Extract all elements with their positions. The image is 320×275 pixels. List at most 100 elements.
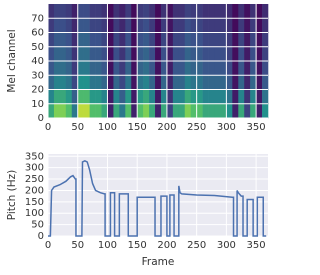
heatmap-cell xyxy=(95,46,102,62)
heatmap-cell xyxy=(107,89,114,105)
heatmap-cell xyxy=(95,32,102,48)
heatmap-cell xyxy=(166,89,174,105)
heatmap-cell xyxy=(155,89,162,105)
heatmap-cell xyxy=(89,32,96,48)
heatmap-cell xyxy=(149,75,156,90)
heatmap-cell xyxy=(196,103,203,119)
heatmap-cell xyxy=(77,46,84,62)
heatmap-cell xyxy=(101,4,108,19)
heatmap-cell xyxy=(131,61,138,76)
heatmap-cell xyxy=(262,61,269,76)
heatmap-cell xyxy=(160,4,168,19)
heatmap-cell xyxy=(125,32,132,48)
heatmap-cell xyxy=(131,103,138,119)
heatmap-cell xyxy=(155,4,162,19)
heatmap-cell xyxy=(166,46,174,62)
heatmap-cell xyxy=(226,61,233,76)
y-tick-label: 30 xyxy=(31,70,44,81)
heatmap-cell xyxy=(119,32,126,48)
heatmap-cell xyxy=(83,32,90,48)
heatmap-cell xyxy=(77,103,84,119)
heatmap-cell xyxy=(220,75,227,90)
heatmap-cell xyxy=(238,18,245,33)
heatmap-cell xyxy=(89,89,96,105)
heatmap-cell xyxy=(59,46,67,62)
heatmap-cell xyxy=(160,75,168,90)
heatmap-cell xyxy=(196,75,203,90)
heatmap-cell xyxy=(214,32,221,48)
heatmap-cell xyxy=(137,32,144,48)
heatmap-cell xyxy=(190,61,197,76)
heatmap-cell xyxy=(48,103,55,119)
heatmap-cell xyxy=(220,46,227,62)
heatmap-cell xyxy=(250,18,257,33)
heatmap-cell xyxy=(107,75,114,90)
heatmap-cell xyxy=(59,61,67,76)
heatmap-cell xyxy=(166,61,174,76)
heatmap-cell xyxy=(77,4,84,19)
heatmap-cell xyxy=(89,75,96,90)
heatmap-cell xyxy=(190,46,197,62)
heatmap-cell xyxy=(149,32,156,48)
heatmap-cell xyxy=(83,61,90,76)
heatmap-cell xyxy=(119,75,126,90)
y-axis-label: Pitch (Hz) xyxy=(6,170,18,221)
heatmap-cell xyxy=(250,89,257,105)
y-tick-label: 150 xyxy=(25,197,44,208)
heatmap-cell xyxy=(220,32,227,48)
heatmap-cell xyxy=(208,75,215,90)
heatmap-cell xyxy=(232,89,239,105)
heatmap-cell xyxy=(232,18,239,33)
heatmap-cell xyxy=(250,75,257,90)
heatmap-cell xyxy=(238,75,245,90)
heatmap-cell xyxy=(89,103,96,119)
heatmap-cell xyxy=(71,18,79,33)
heatmap-cell xyxy=(226,46,233,62)
heatmap-cell xyxy=(214,18,221,33)
heatmap-cell xyxy=(143,61,150,76)
heatmap-cell xyxy=(65,61,73,76)
heatmap-cell xyxy=(71,75,79,90)
heatmap-cell xyxy=(113,18,120,33)
heatmap-cell xyxy=(214,103,221,119)
heatmap-cell xyxy=(149,46,156,62)
heatmap-cell xyxy=(256,75,263,90)
heatmap-cell xyxy=(244,75,251,90)
heatmap-cell xyxy=(256,4,263,19)
heatmap-cell xyxy=(202,103,209,119)
figure: 0 50 100 150 200 250 300 350010203040506070Mel … xyxy=(6,4,269,268)
heatmap-cell xyxy=(119,46,126,62)
heatmap-cell xyxy=(244,4,251,19)
heatmap-cell xyxy=(125,75,132,90)
heatmap-cell xyxy=(250,32,257,48)
heatmap-cell xyxy=(65,75,73,90)
x-tick-label: 100 xyxy=(98,240,117,251)
heatmap-cell xyxy=(65,4,73,19)
y-axis-label: Mel channel xyxy=(6,29,18,92)
heatmap-cell xyxy=(143,4,150,19)
heatmap-cell xyxy=(238,89,245,105)
heatmap-cell xyxy=(59,4,67,19)
heatmap-cell xyxy=(214,4,221,19)
y-tick-label: 10 xyxy=(31,99,44,110)
heatmap-cell xyxy=(208,32,215,48)
heatmap-cell xyxy=(214,61,221,76)
heatmap-cell xyxy=(107,32,114,48)
heatmap-cell xyxy=(190,4,197,19)
heatmap-cell xyxy=(101,75,108,90)
heatmap-cell xyxy=(101,89,108,105)
heatmap-cell xyxy=(172,89,180,105)
heatmap-cell xyxy=(190,18,197,33)
y-tick-label: 40 xyxy=(31,56,44,67)
heatmap-cell xyxy=(149,18,156,33)
heatmap-cell xyxy=(48,46,55,62)
heatmap-cell xyxy=(202,18,209,33)
heatmap-cell xyxy=(95,18,102,33)
heatmap-cell xyxy=(77,18,84,33)
y-tick-label: 70 xyxy=(31,13,44,24)
heatmap-cell xyxy=(48,89,55,105)
heatmap-cell xyxy=(131,32,138,48)
heatmap-cell xyxy=(65,103,73,119)
heatmap-cell xyxy=(178,103,186,119)
heatmap-cell xyxy=(143,46,150,62)
